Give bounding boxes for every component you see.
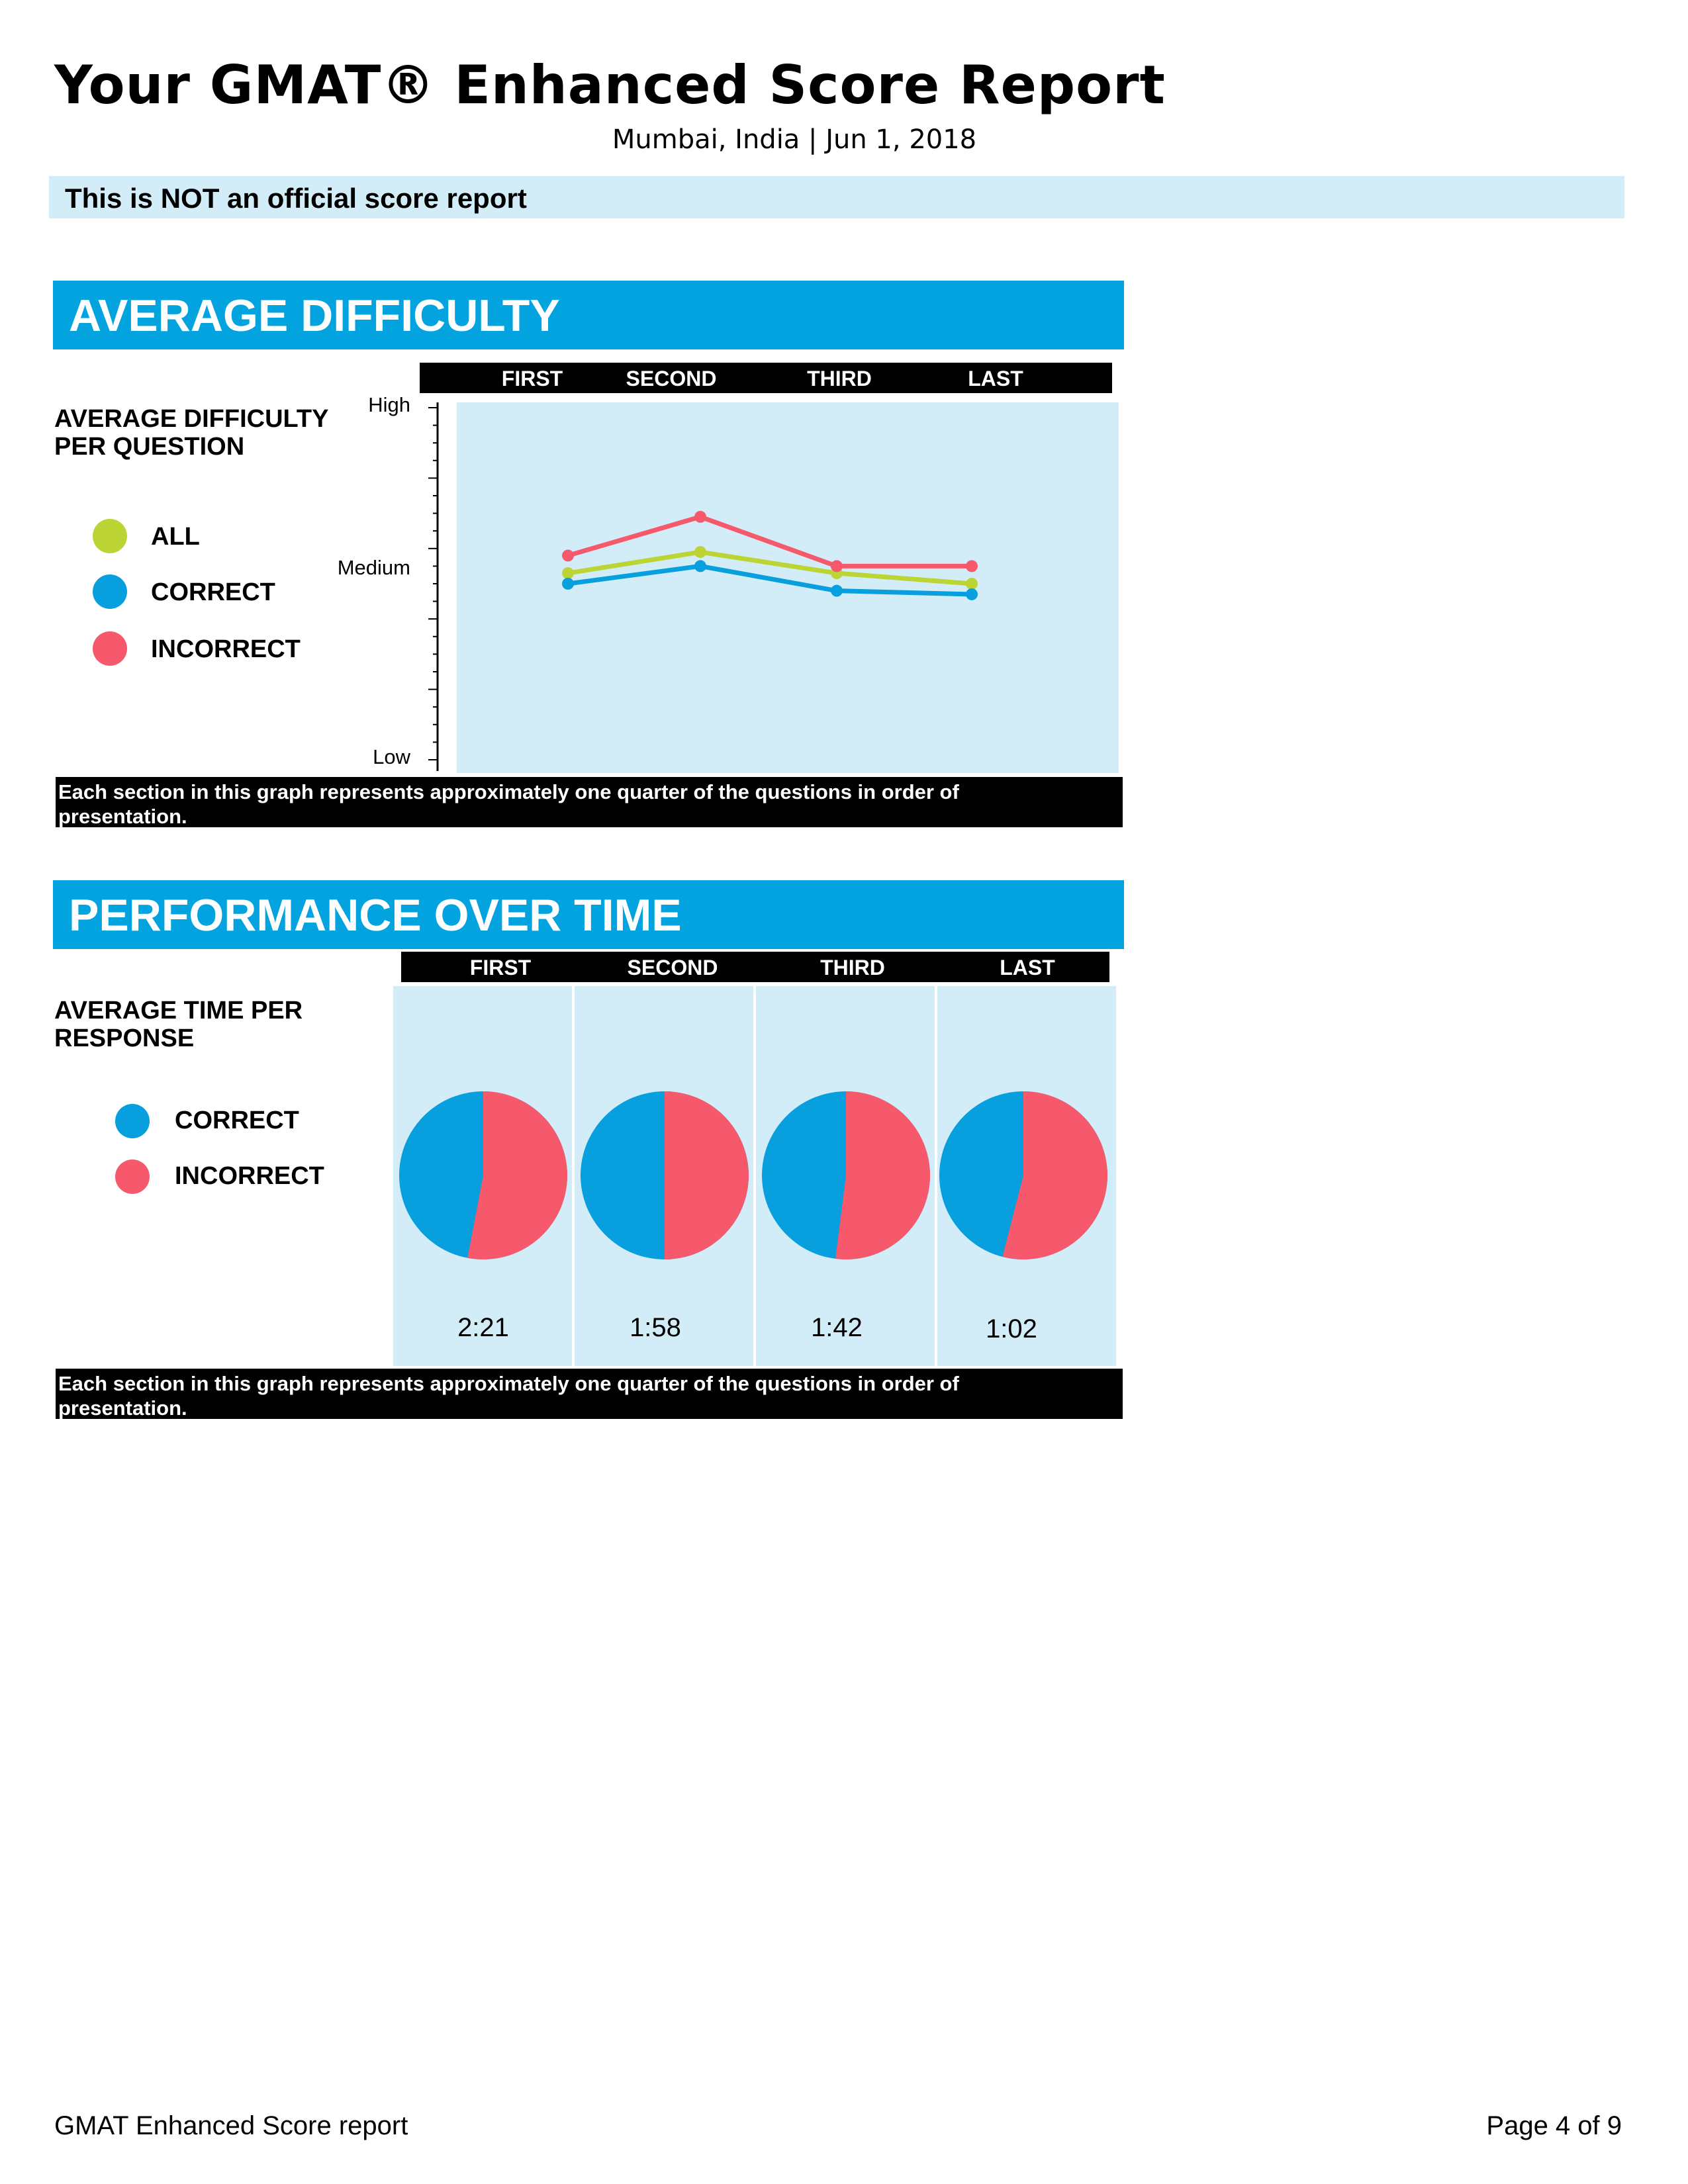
difficulty-side-label: AVERAGE DIFFICULTY PER QUESTION — [54, 405, 328, 461]
data-point-correct — [694, 560, 706, 572]
difficulty-quarter-label: FIRST — [501, 367, 563, 390]
difficulty-plot-area — [457, 402, 1119, 773]
y-axis-label-low: Low — [373, 745, 410, 768]
performance-quarter-label: SECOND — [627, 956, 718, 979]
difficulty-series — [562, 510, 978, 600]
data-point-correct — [966, 588, 978, 600]
difficulty-y-ticks — [428, 407, 438, 760]
pie-slice-incorrect-last — [1002, 1091, 1107, 1259]
pie-slice-incorrect-first — [467, 1091, 567, 1259]
legend-incorrect-label: INCORRECT — [151, 635, 301, 663]
performance-side-label: AVERAGE TIME PER RESPONSE — [54, 997, 303, 1052]
pie-time-third: 1:42 — [811, 1313, 863, 1342]
footer-page-number: Page 4 of 9 — [1486, 2111, 1622, 2140]
legend-all-swatch — [93, 519, 127, 553]
performance-caption-box: Each section in this graph represents ap… — [56, 1369, 1123, 1420]
legend-incorrect-label: INCORRECT — [175, 1162, 324, 1190]
data-point-incorrect — [831, 560, 843, 572]
performance-pie-charts — [399, 1091, 1107, 1259]
performance-caption: Each section in this graph represents ap… — [58, 1372, 959, 1420]
data-point-incorrect — [694, 510, 706, 523]
difficulty-quarter-bar: FIRST SECOND THIRD LAST — [420, 363, 1112, 393]
data-point-correct — [831, 584, 843, 597]
legend-correct-swatch — [115, 1104, 150, 1138]
legend-incorrect-swatch — [115, 1160, 150, 1194]
average-difficulty-header: AVERAGE DIFFICULTY — [53, 281, 1124, 349]
unofficial-notice-text: This is NOT an official score report — [65, 183, 527, 214]
pie-slice-incorrect-second — [665, 1091, 749, 1259]
data-point-incorrect — [562, 549, 574, 562]
footer-report-name: GMAT Enhanced Score report — [54, 2111, 408, 2140]
data-point-all — [562, 567, 574, 580]
series-line-incorrect — [567, 514, 972, 569]
performance-quarter-label: FIRST — [469, 956, 532, 979]
average-difficulty-heading: AVERAGE DIFFICULTY — [69, 291, 560, 341]
difficulty-quarter-label: LAST — [968, 367, 1023, 390]
performance-over-time-heading: PERFORMANCE OVER TIME — [69, 890, 682, 940]
difficulty-caption: Each section in this graph represents ap… — [58, 780, 959, 828]
data-point-incorrect — [966, 560, 978, 572]
legend-correct-swatch — [93, 574, 127, 609]
series-line-correct — [567, 563, 972, 597]
y-axis-label-high: High — [368, 393, 410, 416]
legend-correct-label: CORRECT — [175, 1107, 299, 1134]
report-title: Your GMAT® Enhanced Score Report — [54, 54, 1166, 116]
data-point-all — [694, 546, 706, 559]
unofficial-notice-banner: This is NOT an official score report — [49, 176, 1624, 218]
legend-all-label: ALL — [151, 523, 200, 551]
report-location-date: Mumbai, India | Jun 1, 2018 — [612, 124, 977, 155]
pie-slice-incorrect-third — [835, 1091, 930, 1259]
pie-time-last: 1:02 — [986, 1314, 1037, 1343]
difficulty-caption-box: Each section in this graph represents ap… — [56, 777, 1123, 828]
performance-quarter-label: LAST — [1000, 956, 1055, 979]
pie-time-second: 1:58 — [630, 1313, 681, 1342]
data-point-all — [966, 578, 978, 590]
series-line-all — [567, 549, 972, 586]
performance-quarter-label: THIRD — [820, 956, 885, 979]
average-difficulty-line-chart — [428, 402, 1119, 773]
legend-incorrect-swatch — [93, 631, 127, 666]
data-point-correct — [562, 578, 574, 590]
pie-time-first: 2:21 — [457, 1313, 509, 1342]
y-axis-label-medium: Medium — [337, 556, 410, 579]
legend-correct-label: CORRECT — [151, 578, 275, 606]
performance-quarter-bar: FIRST SECOND THIRD LAST — [401, 952, 1109, 982]
difficulty-quarter-label: SECOND — [626, 367, 717, 390]
performance-over-time-header: PERFORMANCE OVER TIME — [53, 880, 1124, 949]
difficulty-quarter-label: THIRD — [807, 367, 872, 390]
